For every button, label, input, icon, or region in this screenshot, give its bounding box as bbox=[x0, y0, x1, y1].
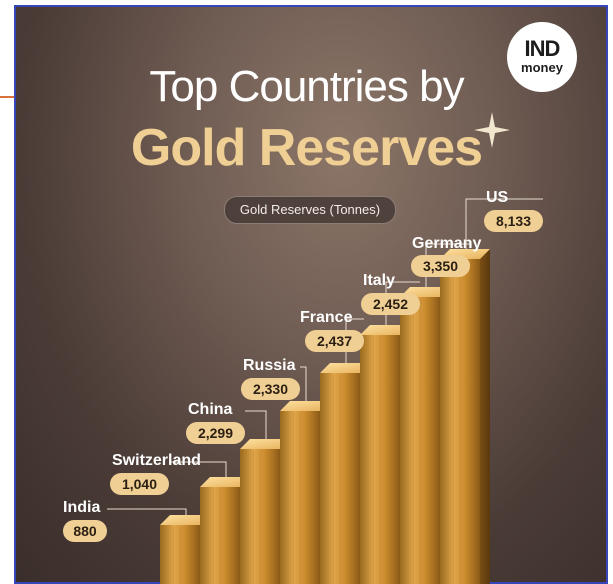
bar-us bbox=[440, 249, 490, 584]
value-label: 2,437 bbox=[317, 333, 352, 349]
bar-side bbox=[480, 249, 490, 584]
chart-subtitle-pill: Gold Reserves (Tonnes) bbox=[224, 196, 396, 224]
label-switzerland: Switzerland 1,040 bbox=[110, 452, 227, 495]
label-germany: Germany 3,350 bbox=[411, 235, 481, 287]
bar-top bbox=[320, 363, 370, 373]
connector-line bbox=[107, 508, 187, 515]
labels-group: India 880 Switzerland 1,040 China 2,299 Russia… bbox=[63, 189, 543, 542]
value-label: 8,133 bbox=[496, 213, 531, 229]
value-label: 3,350 bbox=[423, 258, 458, 274]
value-pill bbox=[241, 378, 300, 400]
label-russia: Russia 2,330 bbox=[241, 357, 307, 401]
value-label: 1,040 bbox=[122, 476, 157, 492]
accent-line bbox=[0, 96, 14, 98]
value-pill bbox=[361, 293, 420, 315]
label-france: France 2,437 bbox=[300, 309, 364, 363]
country-name: Switzerland bbox=[112, 452, 201, 469]
value-label: 880 bbox=[73, 523, 97, 539]
label-india: India 880 bbox=[63, 499, 187, 542]
connector-line bbox=[465, 198, 543, 249]
country-name: India bbox=[63, 499, 100, 516]
value-pill bbox=[63, 520, 107, 542]
country-name: China bbox=[188, 401, 233, 418]
bar-top bbox=[240, 439, 290, 449]
country-name: Italy bbox=[363, 272, 395, 289]
logo-bottom-text: money bbox=[521, 60, 563, 75]
label-italy: Italy 2,452 bbox=[361, 272, 420, 325]
indmoney-logo: IND money bbox=[507, 22, 577, 92]
country-name: France bbox=[300, 309, 353, 326]
value-pill bbox=[305, 330, 364, 352]
country-name: Russia bbox=[243, 357, 296, 374]
label-us: US 8,133 bbox=[465, 189, 543, 249]
value-pill bbox=[110, 473, 169, 495]
bar-top bbox=[280, 401, 330, 411]
bars-group bbox=[160, 249, 490, 584]
logo-top-text: IND bbox=[524, 36, 561, 61]
bar-top bbox=[200, 477, 250, 487]
value-pill bbox=[484, 210, 543, 232]
title-line-1: Top Countries by bbox=[149, 62, 464, 111]
title-line-2: Gold Reserves bbox=[130, 119, 483, 177]
connector-line bbox=[300, 366, 307, 401]
country-name: Germany bbox=[412, 235, 481, 252]
value-label: 2,452 bbox=[373, 296, 408, 312]
value-label: 2,299 bbox=[198, 425, 233, 441]
connector-line bbox=[245, 410, 267, 439]
sparkle-icon bbox=[474, 112, 510, 148]
label-china: China 2,299 bbox=[186, 401, 267, 444]
bar-top bbox=[160, 515, 210, 525]
value-label: 2,330 bbox=[253, 381, 288, 397]
value-pill bbox=[411, 255, 470, 277]
connector-line bbox=[169, 461, 227, 477]
bar-top bbox=[360, 325, 410, 335]
value-pill bbox=[186, 422, 245, 444]
country-name: US bbox=[486, 189, 509, 206]
